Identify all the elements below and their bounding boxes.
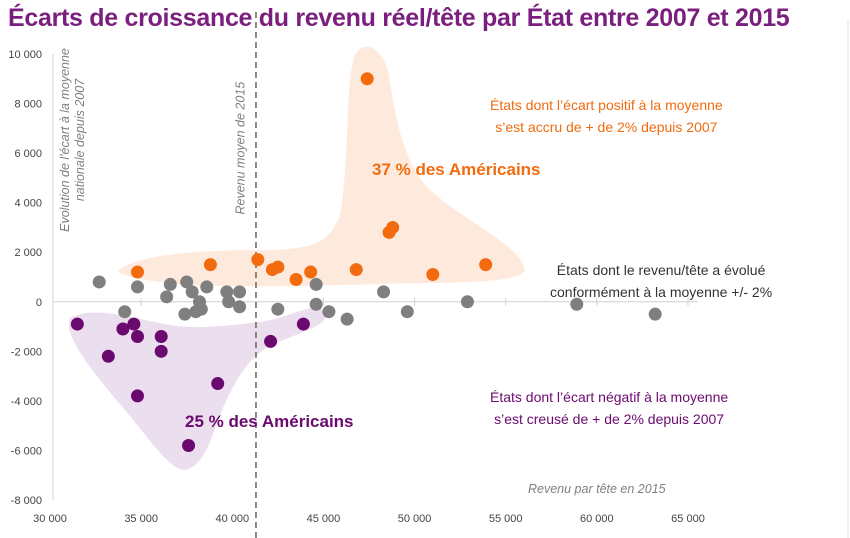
below-point [211,377,225,391]
below-annotation-line: États dont l’écart négatif à la moyenne [490,389,729,405]
x-tick-label: 30 000 [33,513,67,525]
neutral-point [233,300,247,314]
above-point [304,265,318,279]
below-point [130,389,144,403]
above-annotation-line: s’est accru de + de 2% depuis 2007 [495,119,718,135]
y-tick-label: -4 000 [11,396,42,408]
neutral-point [92,275,106,289]
below-point [296,317,310,331]
y-tick-label: 0 [36,297,42,309]
neutral-point [118,305,132,319]
neutral-point [570,297,584,311]
neutral-point [160,290,174,304]
above-point [386,220,400,234]
x-tick-label: 50 000 [398,513,432,525]
x-tick-label: 65 000 [671,513,705,525]
below-region [68,307,326,470]
below-point [127,317,141,331]
neutral-point [233,285,247,299]
neutral-point [648,307,662,321]
y-tick-label: 10 000 [8,49,42,61]
neutral-point [130,280,144,294]
x-tick-label: 35 000 [124,513,158,525]
x-axis-label: Revenu par tête en 2015 [528,482,666,496]
neutral-point [178,307,192,321]
below-point [70,317,84,331]
above-point [289,272,303,286]
neutral-point [200,280,214,294]
above-region [118,46,525,287]
neutral-point [322,305,336,319]
neutral-point [400,305,414,319]
chart-title: Écarts de croissance du revenu réel/tête… [8,4,790,32]
above-point [251,253,265,267]
below-point [154,344,168,358]
neutral-point [340,312,354,326]
above-point [360,72,374,86]
neutral-point [222,295,236,309]
neutral-point [180,275,194,289]
below-point [116,322,130,336]
below-point [101,349,115,363]
neutral-point [220,285,234,299]
y-tick-label: 4 000 [14,198,42,210]
below-annotation-line: s’est creusé de + de 2% depuis 2007 [494,411,725,427]
neutral-annotation-line: conformément à la moyenne +/- 2% [550,284,773,300]
above-annotation-line: États dont l’écart positif à la moyenne [490,97,723,113]
x-tick-label: 45 000 [307,513,341,525]
y-axis-label: Evolution de l'écart à la moyenne nation… [58,48,87,232]
below-point [154,329,168,343]
below-annotation: États dont l’écart négatif à la moyenne … [490,386,728,430]
neutral-annotation-line: États dont le revenu/tête a évolué [556,262,766,278]
neutral-annotation: États dont le revenu/tête a évolué confo… [550,259,772,303]
above-point [426,268,440,282]
y-tick-label: -6 000 [11,445,42,457]
above-annotation: États dont l’écart positif à la moyenne … [490,94,723,138]
reference-line-label: Revenu moyen de 2015 [233,81,248,215]
below-point [130,329,144,343]
above-point [271,260,285,274]
above-point [479,258,493,272]
above-point [203,258,217,272]
x-tick-label: 55 000 [489,513,523,525]
neutral-point [185,285,199,299]
below-point [264,334,278,348]
below-point [182,438,196,452]
y-tick-label: -2 000 [11,346,42,358]
above-point [130,265,144,279]
x-tick-label: 60 000 [580,513,614,525]
neutral-point [271,302,285,316]
neutral-point [309,277,323,291]
x-tick-label: 40 000 [215,513,249,525]
above-point [349,263,363,277]
neutral-point [309,297,323,311]
neutral-point [377,285,391,299]
neutral-point [460,295,474,309]
y-tick-label: 6 000 [14,148,42,160]
below-share-label: 25 % des Américains [185,412,354,431]
y-tick-label: -8 000 [11,495,42,507]
y-tick-label: 8 000 [14,99,42,111]
neutral-point [194,302,208,316]
y-tick-label: 2 000 [14,247,42,259]
neutral-point [163,277,177,291]
above-share-label: 37 % des Américains [372,160,541,179]
